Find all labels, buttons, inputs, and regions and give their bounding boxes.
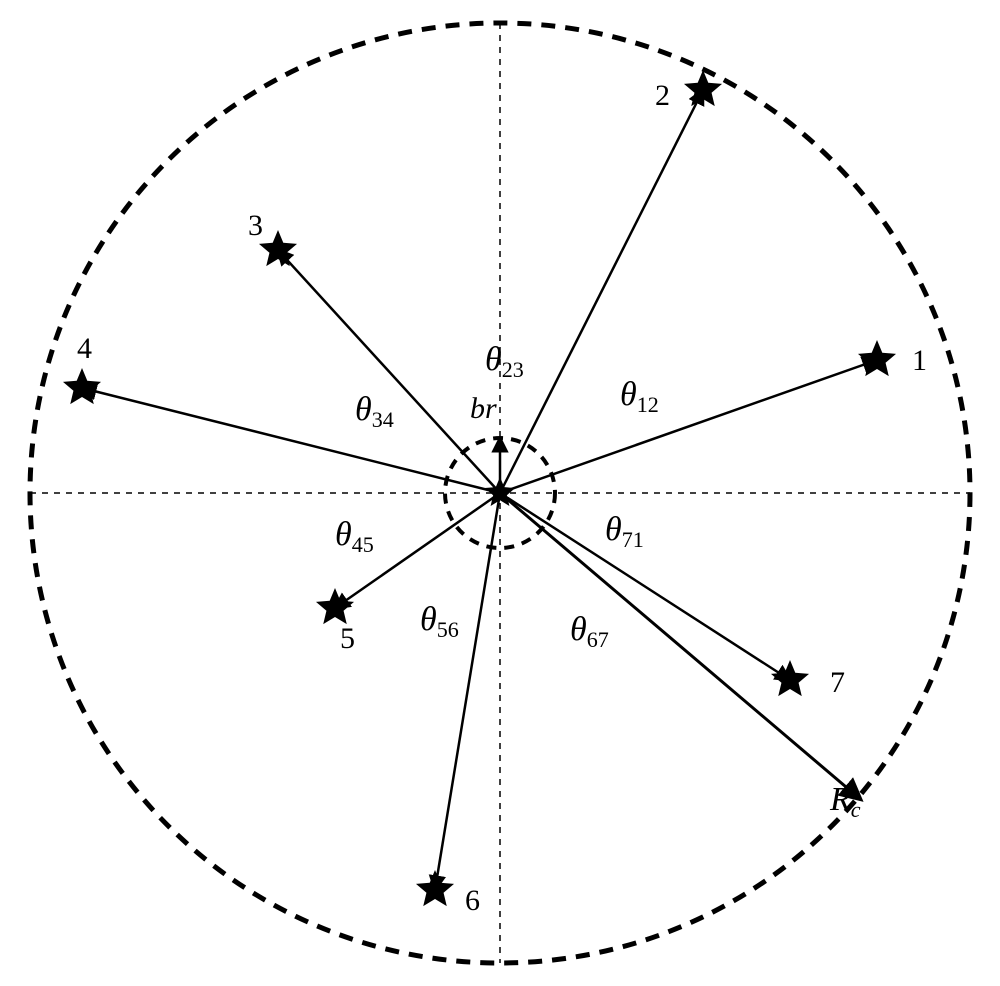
vector-to-node-4 — [82, 388, 500, 493]
vector-to-node-3 — [278, 250, 500, 493]
angle-label-theta-23: θ23 — [485, 341, 524, 382]
radial-diagram: 1 2 3 4 5 6 7 θ12 θ23 θ34 θ45 θ56 θ67 θ71 br Rc — [0, 0, 1000, 986]
node-label-4: 4 — [77, 332, 92, 365]
node-star-icon-5 — [316, 588, 354, 624]
vector-to-node-7 — [500, 493, 790, 680]
rc-label: Rc — [829, 781, 861, 822]
angle-label-theta-71: θ71 — [605, 511, 644, 552]
br-label: br — [470, 392, 497, 425]
node-label-2: 2 — [655, 79, 670, 112]
node-label-7: 7 — [830, 666, 845, 699]
node-star-icon-3 — [259, 230, 297, 266]
angle-label-theta-12: θ12 — [620, 376, 659, 417]
node-star-icon-2 — [684, 70, 722, 106]
node-label-3: 3 — [248, 209, 263, 242]
angle-label-theta-67: θ67 — [570, 611, 609, 652]
node-star-icon-4 — [63, 368, 101, 404]
node-star-icon-1 — [858, 340, 896, 376]
rc-radius-arrow — [500, 493, 859, 798]
node-label-1: 1 — [912, 344, 927, 377]
angle-label-theta-56: θ56 — [420, 601, 459, 642]
angle-label-theta-45: θ45 — [335, 516, 374, 557]
node-label-6: 6 — [465, 884, 480, 917]
node-star-icon-7 — [771, 660, 809, 696]
node-label-5: 5 — [340, 622, 355, 655]
angle-label-theta-34: θ34 — [355, 391, 394, 432]
vector-to-node-6 — [435, 493, 500, 890]
node-star-icon-6 — [416, 870, 454, 906]
